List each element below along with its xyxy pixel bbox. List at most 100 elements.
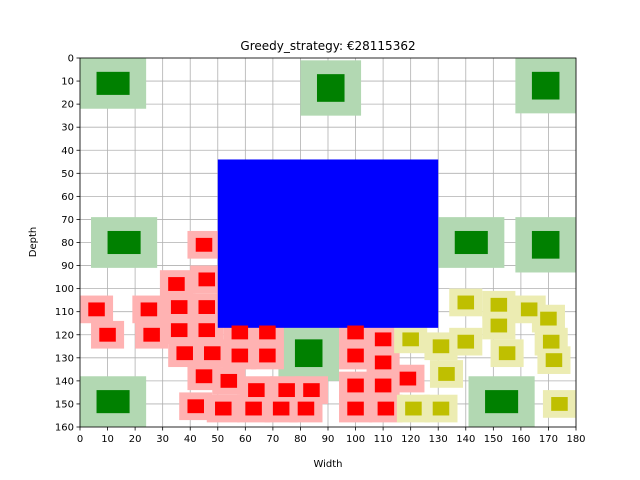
- red-marker: [297, 401, 315, 416]
- red-marker: [170, 323, 188, 338]
- y-tick-label: 160: [55, 423, 74, 434]
- x-tick-label: 160: [511, 434, 530, 445]
- x-tick-label: 180: [566, 434, 585, 445]
- red-marker: [215, 401, 232, 416]
- y-tick-label: 120: [55, 330, 74, 341]
- y-tick-label: 130: [55, 353, 74, 364]
- red-marker: [399, 371, 417, 386]
- red-marker: [198, 323, 216, 338]
- red-marker: [187, 399, 204, 414]
- x-tick-label: 10: [101, 434, 114, 445]
- red-marker: [259, 325, 276, 340]
- green-marker: [454, 230, 488, 255]
- x-tick-label: 80: [294, 434, 307, 445]
- x-tick-label: 60: [239, 434, 252, 445]
- yellow-marker: [432, 339, 450, 354]
- y-tick-label: 140: [55, 376, 74, 387]
- red-marker: [231, 325, 249, 340]
- x-tick-label: 90: [322, 434, 335, 445]
- red-marker: [374, 355, 392, 370]
- red-marker: [347, 325, 364, 340]
- red-marker: [220, 373, 238, 388]
- x-tick-label: 30: [156, 434, 169, 445]
- y-tick-label: 110: [55, 307, 74, 318]
- green-marker: [96, 71, 130, 95]
- red-marker: [231, 348, 249, 363]
- chart-title: Greedy_strategy: €28115362: [240, 39, 415, 53]
- red-marker: [140, 302, 158, 317]
- red-marker: [170, 300, 188, 314]
- yellow-marker: [545, 353, 563, 368]
- yellow-marker: [402, 332, 419, 347]
- yellow-marker: [438, 367, 455, 381]
- y-tick-label: 10: [61, 77, 74, 88]
- red-marker: [245, 401, 262, 416]
- red-marker: [88, 302, 105, 317]
- y-tick-label: 30: [61, 123, 74, 134]
- red-marker: [99, 327, 116, 342]
- x-tick-label: 0: [77, 434, 83, 445]
- yellow-marker: [551, 397, 568, 411]
- red-marker: [374, 332, 392, 347]
- data-marks: [80, 58, 576, 427]
- green-marker: [294, 339, 323, 368]
- red-marker: [204, 346, 221, 361]
- red-marker: [347, 378, 364, 393]
- x-tick-label: 110: [374, 434, 393, 445]
- y-tick-label: 50: [61, 169, 74, 180]
- yellow-marker: [405, 401, 422, 416]
- green-marker: [531, 71, 560, 100]
- y-tick-label: 90: [61, 261, 74, 272]
- x-tick-label: 70: [267, 434, 280, 445]
- y-tick-label: 60: [61, 192, 74, 203]
- red-marker: [143, 327, 160, 342]
- red-marker: [198, 300, 216, 314]
- red-marker: [303, 383, 320, 398]
- x-tick-label: 50: [211, 434, 224, 445]
- y-tick-label: 40: [61, 146, 74, 157]
- yellow-marker: [490, 297, 508, 312]
- x-tick-label: 150: [484, 434, 503, 445]
- x-tick-label: 100: [346, 434, 365, 445]
- y-tick-label: 70: [61, 215, 74, 226]
- x-tick-label: 40: [184, 434, 197, 445]
- red-marker: [374, 378, 392, 393]
- red-marker: [272, 401, 290, 416]
- x-axis-label: Width: [313, 459, 342, 470]
- red-marker: [198, 272, 216, 287]
- x-tick-label: 130: [429, 434, 448, 445]
- yellow-marker: [432, 401, 450, 416]
- yellow-marker: [457, 295, 475, 310]
- red-marker: [176, 346, 193, 361]
- green-marker: [531, 230, 560, 259]
- x-axis: 0 10 20 30 40 50 60 70 80 90 100 110 120 130 140 150 160…: [77, 427, 586, 445]
- x-tick-label: 20: [129, 434, 142, 445]
- x-tick-label: 140: [456, 434, 475, 445]
- red-marker: [347, 401, 364, 416]
- red-marker: [278, 383, 295, 398]
- x-tick-label: 120: [401, 434, 420, 445]
- blue-block: [217, 159, 439, 328]
- x-tick-label: 170: [539, 434, 558, 445]
- y-tick-label: 80: [61, 238, 74, 249]
- red-marker: [377, 401, 395, 416]
- y-tick-label: 20: [61, 100, 74, 111]
- green-marker: [107, 230, 141, 255]
- red-marker: [259, 348, 276, 363]
- yellow-marker: [540, 311, 557, 326]
- green-marker: [96, 390, 130, 414]
- red-marker: [195, 237, 213, 252]
- yellow-marker: [457, 334, 475, 349]
- red-marker: [347, 348, 364, 363]
- y-tick-label: 0: [68, 54, 74, 65]
- y-axis: 0 10 20 30 40 50 60 70 80 90 100 110 120 130 140 150 160: [55, 54, 80, 434]
- y-axis-label: Depth: [28, 227, 39, 257]
- red-marker: [168, 277, 185, 291]
- green-marker: [485, 390, 519, 414]
- red-marker: [195, 369, 213, 384]
- yellow-marker: [490, 318, 508, 333]
- yellow-marker: [498, 346, 516, 361]
- green-marker: [316, 74, 345, 102]
- y-tick-label: 150: [55, 399, 74, 410]
